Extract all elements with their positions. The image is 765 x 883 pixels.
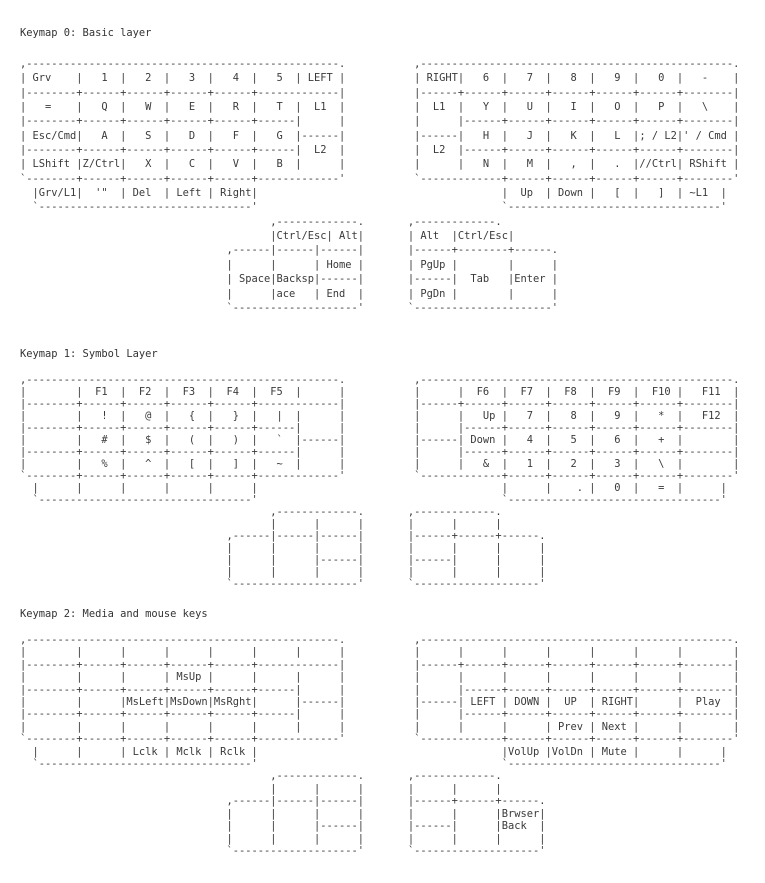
keymap-line: `--------+------+------+------+------+--… bbox=[20, 470, 740, 482]
keymap-line: ,-------------. ,-------------. bbox=[20, 215, 502, 228]
keymap-line: |--------+------+------+------+------+--… bbox=[20, 144, 740, 157]
keymap-line: | | |MsLeft|MsDown|MsRght| |------| |---… bbox=[20, 696, 740, 709]
layer-title: Keymap 2: Media and mouse keys bbox=[20, 608, 208, 620]
keymap-line: | | % | ^ | [ | ] | ~ | | | | & | 1 | 2 … bbox=[20, 458, 740, 470]
keymap-line: `--------------------' `----------------… bbox=[20, 301, 558, 314]
keymap-line: |--------+------+------+------+------+--… bbox=[20, 422, 740, 434]
keymap-line: | | | | MsUp | | | | | | | | | | | | bbox=[20, 671, 740, 684]
keymap-line: ,-------------. ,-------------. bbox=[20, 770, 502, 783]
keymap-line: | | | | | | | | . | 0 | = | | bbox=[20, 482, 727, 494]
keymap-diagram: ,---------------------------------------… bbox=[20, 374, 739, 590]
keymap-diagram: ,---------------------------------------… bbox=[20, 634, 739, 857]
keymap-line: `--------+------+------+------+------+--… bbox=[20, 733, 740, 746]
keymap-line: |--------+------+------+------+------+--… bbox=[20, 115, 740, 128]
keymap-line: | | | | | | | | bbox=[20, 542, 546, 554]
keymap-line: | Space|Backsp|------| |------| Tab |Ent… bbox=[20, 273, 558, 286]
keymap-line: ,---------------------------------------… bbox=[20, 374, 740, 386]
keymap-line: | | ! | @ | { | } | | | | | | Up | 7 | 8… bbox=[20, 410, 740, 422]
keymap-line: |Grv/L1| '" | Del | Left | Right| | Up |… bbox=[20, 187, 727, 200]
keymap-line: | | | | | | | | | | | | | | | | bbox=[20, 646, 740, 659]
keymap-line: |--------+------+------+------+------+--… bbox=[20, 708, 740, 721]
keymap-line: ,------|------|------| |------+------+--… bbox=[20, 530, 546, 542]
keymap-line: `----------------------------------' `--… bbox=[20, 201, 727, 214]
keymap-line: | | | | | | |Brwser| bbox=[20, 807, 546, 820]
keymap-line: | = | Q | W | E | R | T | L1 | | L1 | Y … bbox=[20, 101, 740, 114]
keymap-line: |--------+------+------+------+------+--… bbox=[20, 86, 740, 99]
keymap-line: | | | | | | bbox=[20, 782, 502, 795]
keymap-line: | |ace | End | | PgDn | | | bbox=[20, 287, 558, 300]
keymap-diagram: ,---------------------------------------… bbox=[20, 57, 739, 315]
keymap-line: | | | | | | | | bbox=[20, 566, 546, 578]
keymap-line: | | | | | | | | | | | | Prev | Next | | … bbox=[20, 720, 740, 733]
keymap-line: | LShift |Z/Ctrl| X | C | V | B | | | | … bbox=[20, 158, 740, 171]
keymap-line: |--------+------+------+------+------+--… bbox=[20, 446, 740, 458]
keymap-line: | | F1 | F2 | F3 | F4 | F5 | | | | F6 | … bbox=[20, 386, 740, 398]
keymap-line: | | | | | | | | bbox=[20, 832, 546, 845]
keymap-line: ,---------------------------------------… bbox=[20, 634, 740, 646]
keymap-line: | | |------| |------| |Back | bbox=[20, 820, 546, 833]
layer-title: Keymap 1: Symbol Layer bbox=[20, 348, 158, 360]
keymap-line: | Grv | 1 | 2 | 3 | 4 | 5 | LEFT | | RIG… bbox=[20, 72, 740, 85]
keymap-line: ,---------------------------------------… bbox=[20, 58, 740, 70]
keymap-line: | | # | $ | ( | ) | ` |------| |------| … bbox=[20, 434, 740, 446]
keymap-line: ,------|------|------| |------+------+--… bbox=[20, 795, 546, 808]
keymap-line: `----------------------------------' `--… bbox=[20, 758, 727, 771]
keymap-line: | | | Lclk | Mclk | Rclk | |VolUp |VolDn… bbox=[20, 745, 727, 758]
keymap-line: | | | | | | bbox=[20, 518, 502, 530]
keymap-line: |--------+------+------+------+------+--… bbox=[20, 658, 740, 671]
keymap-line: | | |------| |------| | | bbox=[20, 554, 546, 566]
keymap-line: `--------+------+------+------+------+--… bbox=[20, 172, 740, 185]
keymap-line: | | | Home | | PgUp | | | bbox=[20, 258, 558, 271]
keymap-line: `--------------------' `----------------… bbox=[20, 578, 546, 590]
keymap-line: `--------------------' `----------------… bbox=[20, 844, 546, 857]
layer-title: Keymap 0: Basic layer bbox=[20, 27, 152, 39]
keymap-line: ,-------------. ,-------------. bbox=[20, 506, 502, 518]
keymap-line: ,------|------|------| |------+--------+… bbox=[20, 244, 558, 257]
keymap-line: |--------+------+------+------+------+--… bbox=[20, 398, 740, 410]
keymap-line: |Ctrl/Esc| Alt| | Alt |Ctrl/Esc| bbox=[20, 230, 515, 243]
keymap-line: | Esc/Cmd| A | S | D | F | G |------| |-… bbox=[20, 129, 740, 142]
keymap-line: `----------------------------------' `--… bbox=[20, 494, 727, 506]
keymap-line: |--------+------+------+------+------+--… bbox=[20, 683, 740, 696]
